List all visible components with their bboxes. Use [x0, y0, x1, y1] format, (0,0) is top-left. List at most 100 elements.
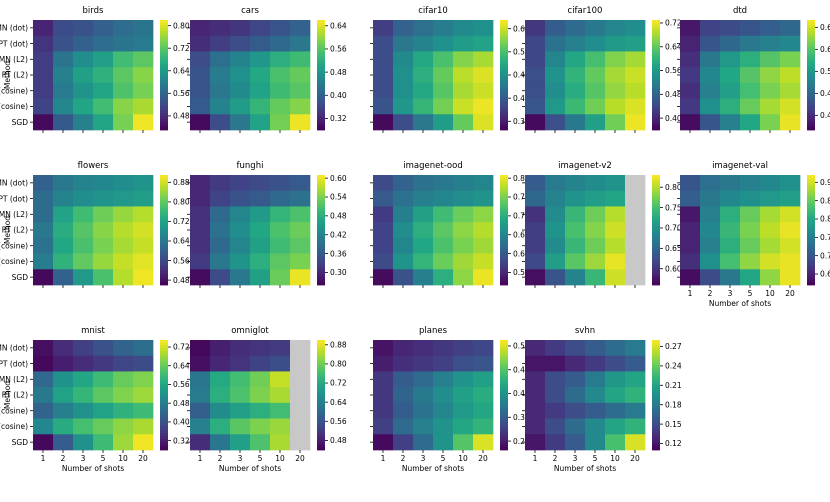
colorbar-segment	[807, 69, 815, 73]
heatmap-cell	[53, 253, 74, 270]
heatmap-cell	[625, 387, 646, 404]
colorbar-segment	[317, 221, 325, 225]
colorbar-tick-label: 0.48	[820, 89, 830, 98]
colorbar-segment	[500, 422, 508, 426]
colorbar-segment	[500, 99, 508, 103]
heatmap-cell	[780, 175, 801, 192]
heatmap-cell	[720, 98, 741, 115]
heatmap-cell	[230, 222, 251, 239]
colorbar-segment	[317, 359, 325, 363]
heatmap-cell	[393, 418, 414, 435]
colorbar-segment	[160, 121, 168, 125]
heatmap-cell	[545, 67, 566, 84]
colorbar-segment	[317, 417, 325, 421]
colorbar-segment	[160, 94, 168, 98]
heatmap-cell	[453, 355, 474, 372]
heatmap-cell	[545, 222, 566, 239]
x-tick-label: 3	[238, 454, 243, 463]
heatmap-cell	[585, 371, 606, 388]
heatmap-cell	[565, 190, 586, 207]
y-tick-label: PT (dot)	[0, 39, 28, 48]
heatmap-cell	[545, 402, 566, 419]
heatmap-cell	[190, 98, 211, 115]
heatmap-cell	[133, 371, 154, 388]
colorbar-segment	[317, 422, 325, 426]
heatmap-cell	[190, 67, 211, 84]
heatmap-cell	[680, 269, 701, 286]
colorbar-segment	[807, 53, 815, 57]
colorbar-segment	[652, 370, 660, 374]
heatmap-cell	[190, 190, 211, 207]
heatmap-cell	[565, 355, 586, 372]
heatmap-cell	[53, 340, 74, 357]
colorbar-segment	[652, 33, 660, 37]
heatmap-cell	[433, 237, 454, 254]
heatmap-cell	[53, 206, 74, 223]
colorbar-segment	[160, 116, 168, 120]
heatmap-cell	[33, 82, 54, 99]
colorbar-segment	[160, 219, 168, 223]
colorbar-segment	[652, 414, 660, 418]
colorbar-segment	[652, 188, 660, 192]
heatmap-cell	[525, 237, 546, 254]
colorbar-segment	[317, 414, 325, 418]
heatmap-cell	[250, 222, 271, 239]
y-tick-label: SGD	[12, 273, 29, 282]
heatmap-cell	[230, 340, 251, 357]
heatmap-cell	[93, 67, 114, 84]
colorbar-segment	[652, 246, 660, 250]
heatmap-cell	[373, 371, 394, 388]
x-tick-label: 2	[61, 454, 66, 463]
colorbar-segment	[317, 116, 325, 120]
heatmap-cell	[133, 434, 154, 451]
heatmap-cell	[780, 237, 801, 254]
colorbar-segment	[160, 403, 168, 407]
heatmap-cell	[393, 222, 414, 239]
colorbar-segment	[500, 97, 508, 101]
colorbar-segment	[317, 86, 325, 90]
colorbar-segment	[807, 274, 815, 278]
heatmap-cell	[740, 269, 761, 286]
heatmap-cell	[453, 253, 474, 270]
colorbar-tick-label: 0.32	[173, 436, 190, 445]
heatmap-cell	[740, 98, 761, 115]
colorbar-segment	[500, 367, 508, 371]
heatmap-cell	[73, 237, 94, 254]
heatmap-cell	[250, 253, 271, 270]
colorbar-segment	[652, 425, 660, 429]
colorbar-segment	[500, 44, 508, 48]
colorbar-segment	[807, 77, 815, 81]
colorbar-tick-label: 0.48	[513, 365, 530, 374]
heatmap-cell	[545, 82, 566, 99]
colorbar-segment	[160, 58, 168, 62]
heatmap-cell	[625, 82, 646, 99]
heatmap-cell	[190, 51, 211, 68]
heatmap-cell	[680, 98, 701, 115]
heatmap-cell	[740, 82, 761, 99]
heatmap-cell	[565, 51, 586, 68]
heatmap-cell-missing	[290, 418, 311, 435]
colorbar-segment	[807, 180, 815, 184]
heatmap-cell	[393, 371, 414, 388]
heatmap-cell	[190, 269, 211, 286]
heatmap-cell	[473, 206, 494, 223]
colorbar-tick-label: 0.24	[665, 362, 682, 371]
colorbar-segment	[807, 188, 815, 192]
colorbar-segment	[160, 105, 168, 109]
colorbar-segment	[500, 428, 508, 432]
heatmap-cell	[453, 402, 474, 419]
colorbar-segment	[652, 50, 660, 54]
colorbar-segment	[652, 353, 660, 357]
colorbar-segment	[500, 188, 508, 192]
heatmap-cell	[270, 371, 291, 388]
colorbar-segment	[807, 97, 815, 101]
colorbar-segment	[652, 77, 660, 81]
colorbar-segment	[160, 439, 168, 443]
colorbar-segment	[317, 210, 325, 214]
heatmap-cell	[585, 355, 606, 372]
heatmap-cell	[700, 190, 721, 207]
heatmap-cell	[740, 206, 761, 223]
colorbar-segment	[652, 105, 660, 109]
colorbar-tick-label: 0.48	[513, 71, 530, 80]
colorbar-segment	[500, 127, 508, 131]
